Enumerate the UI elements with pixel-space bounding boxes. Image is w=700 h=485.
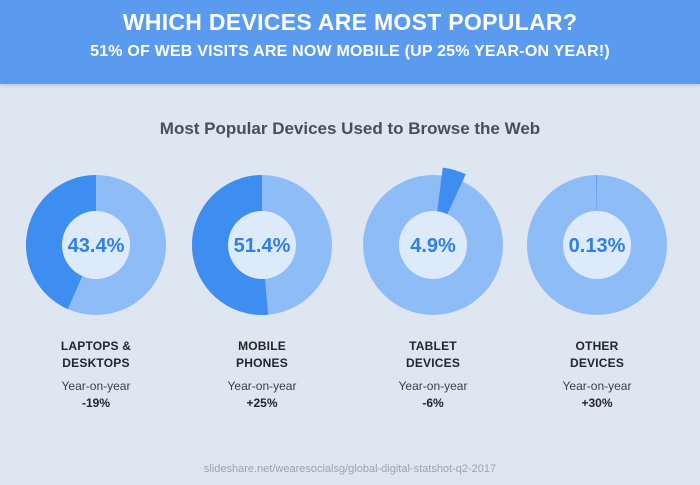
donut-chart: 4.9%	[363, 167, 503, 315]
value-label: 4.9%	[410, 235, 456, 257]
donut-chart: 0.13%	[527, 175, 667, 315]
category-name: MOBILE PHONES	[236, 339, 288, 370]
value-label: 51.4%	[234, 235, 291, 257]
yoy-label: Year-on-year	[227, 379, 297, 393]
value-label: 43.4%	[68, 235, 125, 257]
page-title: WHICH DEVICES ARE MOST POPULAR?	[122, 9, 578, 35]
yoy-value: -19%	[81, 396, 110, 410]
page-subtitle: 51% OF WEB VISITS ARE NOW MOBILE (UP 25%…	[90, 43, 610, 60]
header-banner: WHICH DEVICES ARE MOST POPULAR? 51% OF W…	[0, 0, 700, 84]
yoy-label: Year-on-year	[398, 379, 468, 393]
donut-hole	[228, 211, 296, 279]
category-laptops-desktops: LAPTOPS & DESKTOPS Year-on-year -19%	[16, 338, 176, 412]
donut-hole	[62, 211, 130, 279]
donut-hole	[399, 211, 467, 279]
yoy-label: Year-on-year	[562, 379, 632, 393]
category-tablet-devices: TABLET DEVICES Year-on-year -6%	[353, 338, 513, 412]
category-name: LAPTOPS & DESKTOPS	[60, 339, 132, 370]
value-label: 0.13%	[569, 235, 626, 257]
yoy-value: +25%	[246, 396, 278, 410]
category-other-devices: OTHER DEVICES Year-on-year +30%	[517, 338, 677, 412]
yoy-value: -6%	[422, 396, 444, 410]
donut-chart: 43.4%	[25, 175, 166, 315]
donut-chart: 51.4%	[191, 175, 332, 315]
category-name: TABLET DEVICES	[405, 339, 461, 370]
category-mobile-phones: MOBILE PHONES Year-on-year +25%	[182, 338, 342, 412]
chart-title: Most Popular Devices Used to Browse the …	[159, 119, 541, 138]
category-name: OTHER DEVICES	[569, 339, 625, 370]
source-credit: slideshare.net/wearesocialsg/global-digi…	[203, 463, 497, 475]
yoy-label: Year-on-year	[61, 379, 131, 393]
donut-hole	[563, 211, 631, 279]
yoy-value: +30%	[581, 396, 613, 410]
donut-share-slice	[25, 175, 97, 310]
